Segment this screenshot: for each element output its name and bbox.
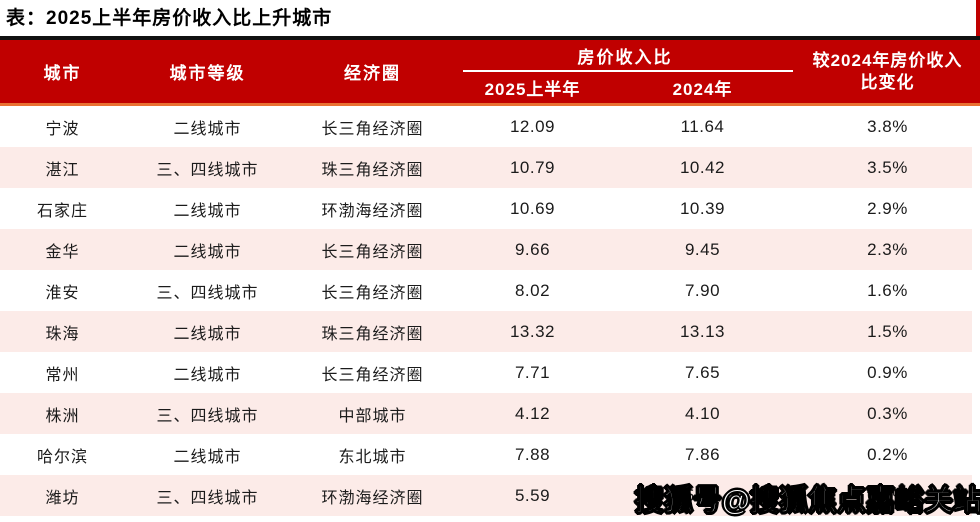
table-row: 金华 二线城市 长三角经济圈 9.66 9.45 2.3% [0, 229, 980, 270]
cell-ratio_2025h1: 10.69 [509, 198, 556, 218]
table-row: 湛江 三、四线城市 珠三角经济圈 10.79 10.42 3.5% [0, 147, 980, 188]
cell-ratio_2025h1: 12.09 [509, 116, 556, 136]
cell-tier: 二线城市 [173, 325, 242, 343]
cell-change: 1.5% [867, 321, 908, 341]
table-row: 常州 二线城市 长三角经济圈 7.71 7.65 0.9% [0, 352, 980, 393]
cell-change: 0.9% [867, 362, 908, 382]
header-city: 城市 [43, 64, 82, 83]
table-title: 表：2025上半年房价收入比上升城市 [6, 8, 333, 29]
header-group-divider [463, 70, 793, 72]
cell-ratio_2025h1: 13.32 [509, 321, 556, 341]
header-ratio-group-label: 房价收入比 [577, 47, 673, 67]
cell-ratio_2025h1: 5.59 [514, 485, 551, 505]
corner-red-stripe [976, 0, 980, 40]
cell-city: 石家庄 [36, 202, 88, 220]
cell-tier: 三、四线城市 [156, 161, 259, 179]
cell-city: 金华 [45, 243, 80, 261]
cell-change: 0.2% [867, 444, 908, 464]
header-ratio-group: 房价收入比 2025上半年 2024年 [455, 40, 795, 103]
table-body: 宁波 二线城市 长三角经济圈 12.09 11.64 3.8% 湛江 三、四线城市 珠三角经济圈… [0, 106, 980, 516]
cell-change: 0.3% [867, 403, 908, 423]
cell-ratio_2024: 5.58 [684, 485, 721, 505]
cell-ratio_2024: 7.90 [684, 280, 721, 300]
cell-tier: 三、四线城市 [156, 407, 259, 425]
header-tier: 城市等级 [169, 64, 246, 83]
sohu-watermark: 搜狐号@搜狐焦点嘉峪关站 [634, 485, 980, 518]
cell-city: 珠海 [45, 325, 80, 343]
cell-ratio_2024: 11.64 [680, 116, 725, 136]
cell-circle: 东北城市 [338, 448, 407, 466]
cell-circle: 珠三角经济圈 [321, 325, 424, 343]
header-sub-2024: 2024年 [672, 80, 733, 99]
cell-change: 2.9% [867, 198, 908, 218]
table-row: 哈尔滨 二线城市 东北城市 7.88 7.86 0.2% [0, 434, 980, 475]
cell-change: 3.5% [867, 157, 908, 177]
cell-ratio_2025h1: 7.88 [514, 444, 551, 464]
cell-ratio_2024: 13.13 [679, 321, 726, 341]
header-change: 较2024年房价收入 比变化 [795, 40, 980, 103]
cell-ratio_2025h1: 7.71 [514, 362, 551, 382]
cell-city: 哈尔滨 [36, 448, 88, 466]
table-row: 石家庄 二线城市 环渤海经济圈 10.69 10.39 2.9% [0, 188, 980, 229]
header-change-line2: 比变化 [860, 72, 915, 92]
cell-ratio_2025h1: 4.12 [514, 403, 551, 423]
cell-change: 3.8% [867, 116, 908, 136]
cell-city: 宁波 [45, 120, 80, 138]
cell-city: 常州 [45, 366, 80, 384]
cell-tier: 二线城市 [173, 243, 242, 261]
cell-city: 潍坊 [45, 489, 80, 507]
header-sub-2025h1: 2025上半年 [484, 80, 581, 99]
cell-ratio_2025h1: 9.66 [514, 239, 551, 259]
table-row: 宁波 二线城市 长三角经济圈 12.09 11.64 3.8% [0, 106, 980, 147]
table-header: 城市 城市等级 经济圈 房价收入比 2025上半年 2024年 较2024年房价… [0, 36, 980, 106]
cell-tier: 二线城市 [173, 366, 242, 384]
cell-circle: 长三角经济圈 [321, 120, 424, 138]
cell-change: 1.6% [867, 280, 908, 300]
cell-circle: 长三角经济圈 [321, 284, 424, 302]
table-row: 株洲 三、四线城市 中部城市 4.12 4.10 0.3% [0, 393, 980, 434]
table-row: 淮安 三、四线城市 长三角经济圈 8.02 7.90 1.6% [0, 270, 980, 311]
table-row: 潍坊 三、四线城市 环渤海经济圈 5.59 5.58 0.2% [0, 475, 980, 516]
cell-ratio_2024: 10.39 [679, 198, 726, 218]
cell-city: 株洲 [45, 407, 80, 425]
cell-ratio_2024: 10.42 [679, 157, 726, 177]
cell-city: 湛江 [45, 161, 80, 179]
cell-tier: 二线城市 [173, 448, 242, 466]
cell-ratio_2024: 4.10 [684, 403, 721, 423]
cell-tier: 三、四线城市 [156, 489, 259, 507]
cell-ratio_2025h1: 8.02 [514, 280, 551, 300]
cell-circle: 长三角经济圈 [321, 243, 424, 261]
cell-circle: 环渤海经济圈 [321, 489, 424, 507]
cell-circle: 珠三角经济圈 [321, 161, 424, 179]
cell-change: 2.3% [867, 239, 908, 259]
cell-circle: 环渤海经济圈 [321, 202, 424, 220]
cell-tier: 三、四线城市 [156, 284, 259, 302]
cell-circle: 长三角经济圈 [321, 366, 424, 384]
cell-circle: 中部城市 [338, 407, 407, 425]
body-right-gap [972, 106, 980, 516]
cell-tier: 二线城市 [173, 202, 242, 220]
cell-change: 0.2% [867, 485, 908, 505]
cell-ratio_2025h1: 10.79 [509, 157, 556, 177]
table-row: 珠海 二线城市 珠三角经济圈 13.32 13.13 1.5% [0, 311, 980, 352]
cell-ratio_2024: 7.86 [684, 444, 721, 464]
cell-tier: 二线城市 [173, 120, 242, 138]
header-circle: 经济圈 [344, 64, 401, 83]
cell-ratio_2024: 9.45 [684, 239, 721, 259]
header-change-line1: 较2024年房价收入 [812, 50, 963, 70]
cell-city: 淮安 [45, 284, 80, 302]
cell-ratio_2024: 7.65 [684, 362, 721, 382]
